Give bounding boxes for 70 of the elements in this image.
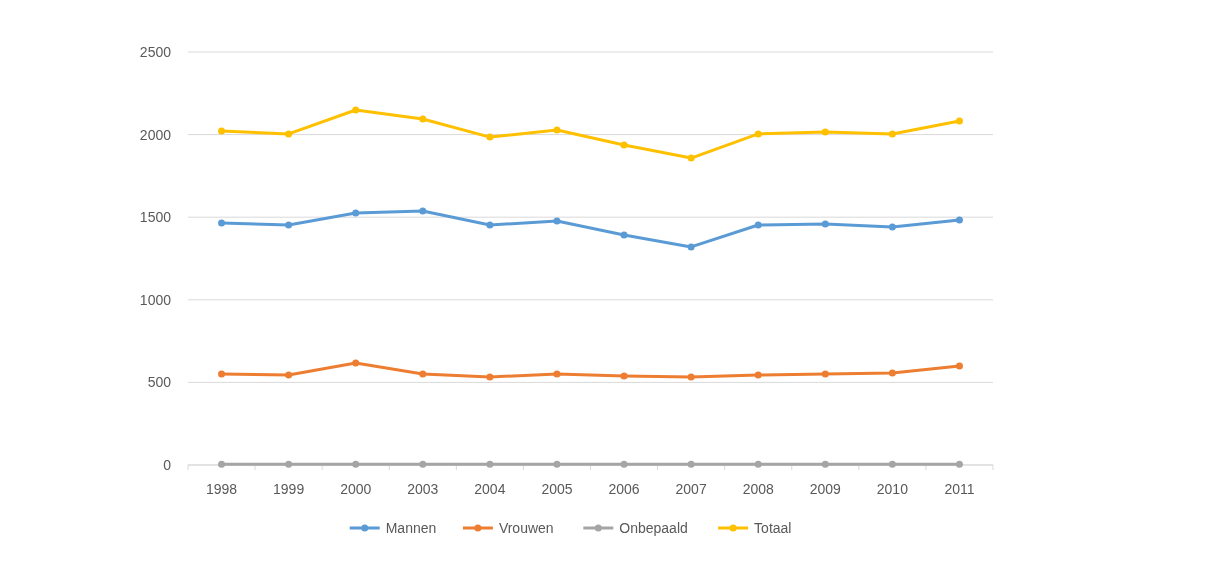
point xyxy=(218,127,226,135)
x-tick-label: 2008 xyxy=(742,481,774,497)
legend-label: Onbepaald xyxy=(619,519,688,536)
x-tick-label: 2009 xyxy=(809,481,842,497)
point xyxy=(419,115,427,123)
x-tick-label: 2000 xyxy=(340,481,372,497)
point xyxy=(553,460,561,468)
point xyxy=(486,133,494,141)
point xyxy=(687,154,695,162)
x-tick-label: 1999 xyxy=(273,481,305,497)
x-tick-label: 2003 xyxy=(407,481,439,497)
point xyxy=(486,221,494,229)
point xyxy=(553,370,561,378)
point xyxy=(888,130,896,138)
point xyxy=(285,221,293,229)
legend-label: Mannen xyxy=(385,519,437,536)
point xyxy=(218,460,226,468)
point xyxy=(486,373,494,381)
point xyxy=(486,460,494,468)
x-tick-label: 2004 xyxy=(474,481,506,497)
point xyxy=(553,217,561,225)
legend-label: Totaal xyxy=(754,519,792,536)
point xyxy=(352,209,360,217)
point xyxy=(687,373,695,381)
y-tick-label: 2500 xyxy=(139,43,172,60)
y-tick-label: 0 xyxy=(163,456,172,473)
point xyxy=(687,243,695,251)
x-tick-label: 2010 xyxy=(876,481,909,497)
y-tick-label: 500 xyxy=(147,374,172,391)
x-tick-label: 2005 xyxy=(541,481,573,497)
point xyxy=(888,369,896,377)
point xyxy=(419,370,427,378)
point xyxy=(285,371,293,379)
point xyxy=(687,460,695,468)
x-tick-label: 2006 xyxy=(608,481,640,497)
point xyxy=(955,117,963,125)
point xyxy=(754,460,762,468)
point xyxy=(821,460,829,468)
point xyxy=(754,221,762,229)
x-tick-label: 1998 xyxy=(205,481,238,497)
point xyxy=(821,128,829,136)
point xyxy=(620,460,628,468)
point xyxy=(419,460,427,468)
point xyxy=(821,370,829,378)
y-tick-label: 1500 xyxy=(139,209,172,226)
point xyxy=(419,207,427,215)
point xyxy=(285,460,293,468)
point xyxy=(955,216,963,224)
point xyxy=(620,141,628,149)
y-tick-label: 2000 xyxy=(139,126,172,143)
point xyxy=(888,223,896,231)
point xyxy=(754,130,762,138)
point xyxy=(955,460,963,468)
point xyxy=(754,371,762,379)
point xyxy=(955,362,963,370)
point xyxy=(218,219,226,227)
point xyxy=(620,372,628,380)
point xyxy=(352,359,360,367)
point xyxy=(218,370,226,378)
legend-label: Vrouwen xyxy=(498,519,554,536)
y-tick-label: 1000 xyxy=(139,291,172,308)
point xyxy=(821,220,829,228)
point xyxy=(352,106,360,114)
point xyxy=(888,460,896,468)
point xyxy=(352,460,360,468)
x-tick-label: 2007 xyxy=(675,481,707,497)
point xyxy=(553,126,561,134)
x-tick-label: 2011 xyxy=(944,481,975,497)
point xyxy=(620,231,628,239)
point xyxy=(285,130,293,138)
